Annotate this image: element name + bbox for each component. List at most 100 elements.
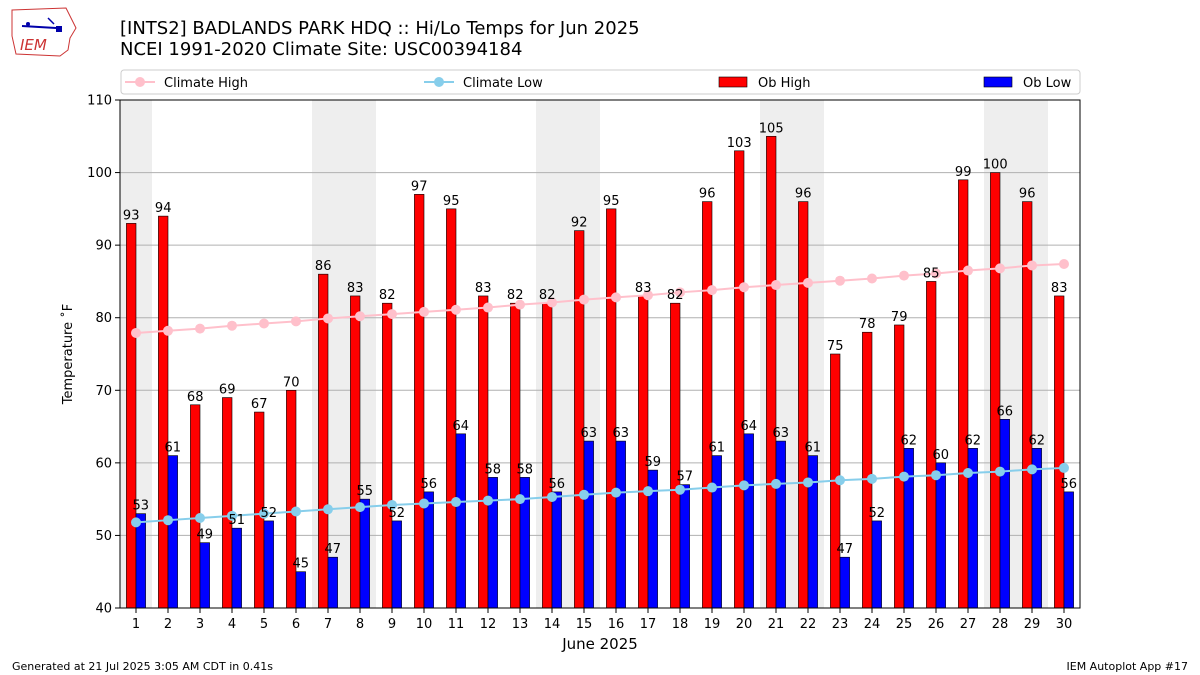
ob-low-bar xyxy=(167,455,178,609)
x-tick-label: 13 xyxy=(512,617,529,632)
ob-low-value-label: 52 xyxy=(261,506,278,521)
legend: Climate High Climate Low Ob High Ob Low xyxy=(120,69,1081,95)
ob-high-bar xyxy=(478,295,489,609)
ob-low-value-label: 58 xyxy=(517,462,534,477)
x-tick-label: 29 xyxy=(1024,617,1041,632)
legend-swatch-marker xyxy=(434,77,444,87)
ob-low-value-label: 62 xyxy=(1029,433,1046,448)
ob-high-bar xyxy=(350,295,361,609)
ob-low-bar xyxy=(551,491,562,609)
x-tick-label: 24 xyxy=(864,617,881,632)
ob-low-bar xyxy=(583,440,594,609)
ob-low-bar xyxy=(391,520,402,609)
ob-high-bar xyxy=(318,273,329,609)
title-line-2: NCEI 1991-2020 Climate Site: USC00394184 xyxy=(120,39,523,60)
gridlines xyxy=(120,172,1080,536)
x-tick-label: 25 xyxy=(896,617,913,632)
ob-high-bar xyxy=(734,150,745,609)
ob-low-value-label: 64 xyxy=(453,419,470,434)
climate-high-point xyxy=(1059,259,1069,270)
ob-high-bar xyxy=(222,397,233,609)
ob-low-value-label: 63 xyxy=(773,426,790,441)
ob-low-value-label: 62 xyxy=(965,433,982,448)
ob-high-value-label: 100 xyxy=(983,158,1008,173)
ob-high-value-label: 78 xyxy=(859,317,876,332)
climate-high-point xyxy=(643,290,653,301)
climate-high-point xyxy=(195,323,205,334)
climate-low-point xyxy=(771,478,781,489)
ob-low-bar xyxy=(135,513,146,609)
climate-high-point xyxy=(1027,260,1037,271)
y-tick-label: 60 xyxy=(95,456,112,471)
ob-low-value-label: 61 xyxy=(709,441,726,456)
climate-low-point xyxy=(835,475,845,486)
ob-low-value-label: 47 xyxy=(325,542,342,557)
logo-text: IEM xyxy=(20,36,47,54)
x-tick-label: 9 xyxy=(388,617,396,632)
ob-high-bar xyxy=(446,208,457,609)
x-tick-label: 23 xyxy=(832,617,849,632)
ob-high-value-label: 86 xyxy=(315,259,332,274)
ob-low-bar xyxy=(711,455,722,609)
x-tick-label: 11 xyxy=(448,617,465,632)
ob-high-value-label: 105 xyxy=(759,121,784,136)
ob-high-value-label: 94 xyxy=(155,201,172,216)
climate-lines xyxy=(131,259,1069,528)
ob-high-bar xyxy=(382,302,393,609)
ob-low-value-label: 52 xyxy=(869,506,886,521)
climate-high-point xyxy=(323,313,333,324)
x-tick-label: 16 xyxy=(608,617,625,632)
climate-low-point xyxy=(867,473,877,484)
ob-high-value-label: 97 xyxy=(411,179,428,194)
ob-low-bar xyxy=(199,542,210,609)
climate-low-point xyxy=(131,517,141,528)
legend-label: Ob High xyxy=(758,76,811,91)
x-tick-label: 20 xyxy=(736,617,753,632)
ob-high-value-label: 82 xyxy=(539,288,556,303)
climate-high-point xyxy=(995,263,1005,274)
climate-low-point xyxy=(323,504,333,515)
ob-low-bar xyxy=(935,462,946,609)
ob-high-bar xyxy=(894,324,905,609)
ob-high-bar xyxy=(286,389,297,609)
iem-logo: IEM xyxy=(8,6,80,58)
legend-label: Ob Low xyxy=(1023,76,1072,91)
ob-high-value-label: 83 xyxy=(635,281,652,296)
ob-high-value-label: 83 xyxy=(347,281,364,296)
climate-high-point xyxy=(739,282,749,293)
ob-high-value-label: 70 xyxy=(283,375,300,390)
climate-low-point xyxy=(675,484,685,495)
ob-low-value-label: 57 xyxy=(677,470,694,485)
climate-low-point xyxy=(227,510,237,521)
ob-low-value-label: 66 xyxy=(997,404,1014,419)
climate-high-point xyxy=(131,327,141,338)
ob-low-value-label: 61 xyxy=(165,441,182,456)
climate-low-point xyxy=(611,487,621,498)
climate-low-point xyxy=(259,508,269,519)
ob-high-value-label: 82 xyxy=(507,288,524,303)
climate-low-point xyxy=(515,494,525,505)
ob-low-value-label: 63 xyxy=(581,426,598,441)
climate-low-point xyxy=(355,502,365,513)
ob-high-value-label: 67 xyxy=(251,397,268,412)
legend-frame xyxy=(120,69,1081,95)
ob-high-value-label: 68 xyxy=(187,390,204,405)
ob-high-bar xyxy=(190,404,201,609)
ob-high-value-label: 96 xyxy=(795,187,812,202)
ob-low-bar xyxy=(871,520,882,609)
climate-high-point xyxy=(675,287,685,298)
climate-high-point xyxy=(579,294,589,305)
ob-high-value-label: 92 xyxy=(571,216,588,231)
ob-high-bar xyxy=(926,281,937,609)
generated-timestamp: Generated at 21 Jul 2025 3:05 AM CDT in … xyxy=(12,660,273,673)
legend-label: Climate Low xyxy=(463,76,543,91)
ob-high-bar xyxy=(638,295,649,609)
legend-swatch-bar xyxy=(718,76,748,88)
ob-low-bar xyxy=(1063,491,1074,609)
ob-low-value-label: 64 xyxy=(741,419,758,434)
ob-high-value-label: 83 xyxy=(475,281,492,296)
climate-high-point xyxy=(227,320,237,331)
climate-high-point xyxy=(355,311,365,322)
ob-high-value-label: 93 xyxy=(123,208,140,223)
x-tick-label: 22 xyxy=(800,617,817,632)
